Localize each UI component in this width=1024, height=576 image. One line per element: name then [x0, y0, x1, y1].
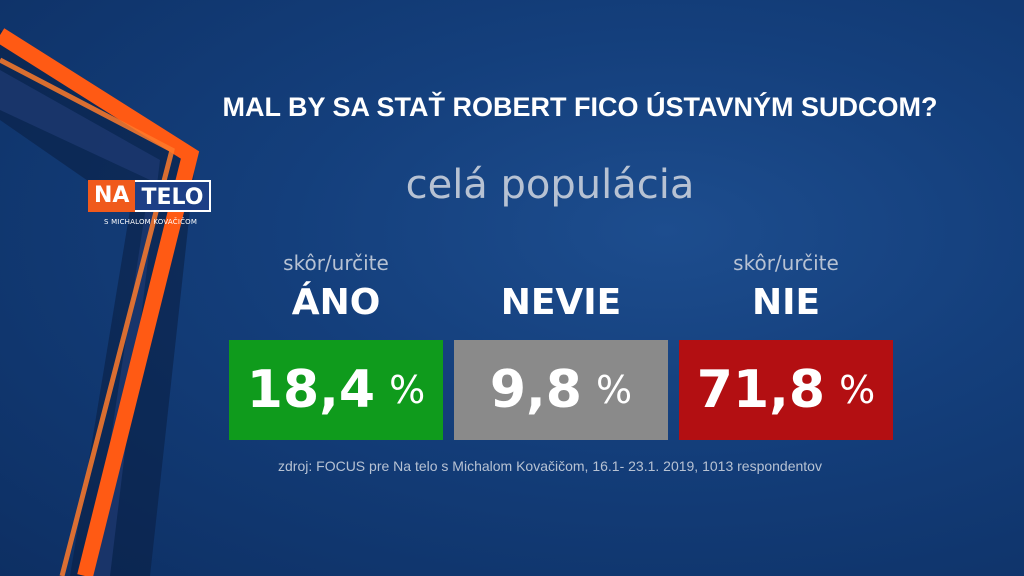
category-label: ÁNO [291, 282, 381, 323]
chart-title: MAL BY SA STAŤ ROBERT FICO ÚSTAVNÝM SUDC… [222, 92, 938, 122]
value-label: 71,8 [696, 360, 826, 420]
show-logo: NA TELO S MICHALOM KOVAČIČOM [88, 180, 212, 226]
source-note: zdroj: FOCUS pre Na telo s Michalom Kova… [278, 458, 822, 474]
value-bar: 9,8% [454, 340, 668, 440]
value-bar: 71,8% [679, 340, 893, 440]
qualifier-label: skôr/určite [733, 251, 839, 275]
logo-na: NA [88, 180, 136, 212]
category-label: NEVIE [500, 282, 622, 323]
logo-telo: TELO [135, 180, 212, 212]
value-label: 18,4 [246, 360, 376, 420]
category-label: NIE [751, 282, 821, 323]
percent-sign: % [839, 368, 876, 412]
percent-sign: % [596, 368, 633, 412]
qualifier-label: skôr/určite [283, 251, 389, 275]
chart-subtitle: celá populácia [405, 162, 695, 208]
percent-sign: % [389, 368, 426, 412]
logo-subtitle: S MICHALOM KOVAČIČOM [104, 218, 198, 226]
decorative-stripes [0, 28, 200, 576]
value-bar: 18,4% [229, 340, 443, 440]
value-label: 9,8 [489, 360, 582, 420]
